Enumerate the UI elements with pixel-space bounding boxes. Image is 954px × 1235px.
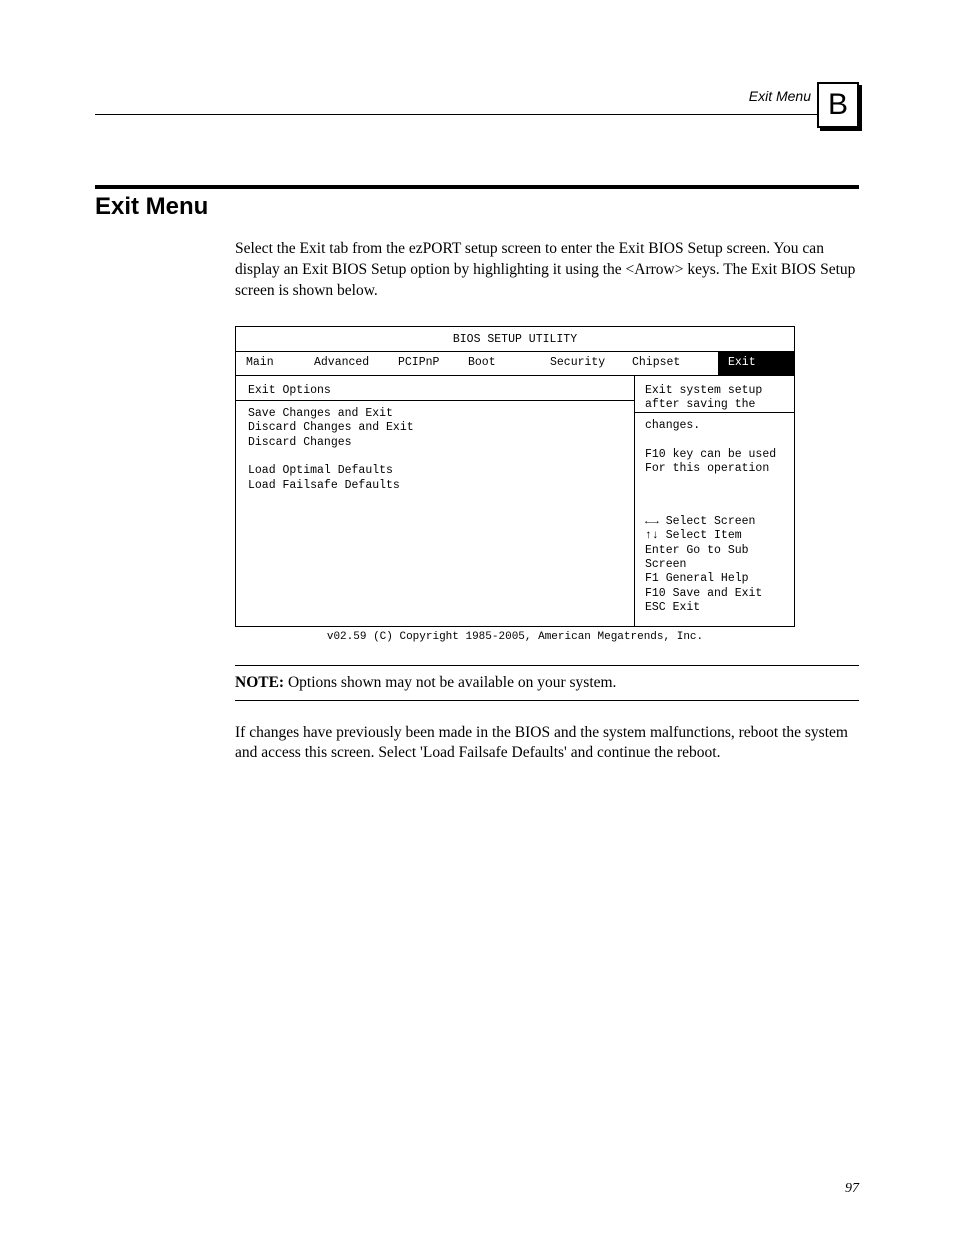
section-title: Exit Menu [95, 193, 859, 221]
nav-line-1: ←→ Select Screen [645, 515, 784, 529]
bios-nav-help: ←→ Select Screen ↑↓ Select Item Enter Go… [645, 515, 784, 616]
help-line-1: Exit system setup [645, 384, 784, 398]
bios-title: BIOS SETUP UTILITY [236, 327, 794, 352]
bios-body: Exit Options Save Changes and Exit Disca… [236, 376, 794, 626]
intro-paragraph: Select the Exit tab from the ezPORT setu… [235, 239, 859, 302]
item-save-exit: Save Changes and Exit [248, 407, 622, 421]
spacer [248, 450, 622, 464]
page-header: Exit Menu B [95, 70, 859, 115]
appendix-letter: B [828, 88, 848, 122]
bios-box: BIOS SETUP UTILITY Main Advanced PCIPnP … [235, 326, 795, 627]
help-line-2: after saving the [645, 398, 784, 412]
item-load-optimal: Load Optimal Defaults [248, 464, 622, 478]
exit-options-heading: Exit Options [248, 384, 622, 398]
bios-help-text: Exit system setup after saving the chang… [645, 384, 784, 477]
bios-copyright: v02.59 (C) Copyright 1985-2005, American… [235, 631, 795, 643]
tab-security: Security [540, 352, 622, 374]
closing-paragraph: If changes have previously been made in … [235, 723, 859, 765]
intro-text: Select the Exit tab from the ezPORT setu… [235, 239, 859, 302]
item-discard-exit: Discard Changes and Exit [248, 421, 622, 435]
nav-line-2: ↑↓ Select Item [645, 529, 784, 543]
spacer2 [645, 434, 784, 448]
running-head: Exit Menu [749, 88, 811, 114]
note-label: NOTE: [235, 674, 284, 691]
help-line-4: F10 key can be used [645, 448, 784, 462]
bios-screenshot: BIOS SETUP UTILITY Main Advanced PCIPnP … [235, 326, 795, 643]
note-text: Options shown may not be available on yo… [284, 674, 616, 691]
page: Exit Menu B Exit Menu Select the Exit ta… [0, 0, 954, 1235]
section-rule [95, 185, 859, 189]
closing-text: If changes have previously been made in … [235, 723, 859, 765]
nav-line-5: F1 General Help [645, 572, 784, 586]
nav-line-3: Enter Go to Sub [645, 544, 784, 558]
bios-right-divider [635, 412, 794, 413]
bios-tab-bar: Main Advanced PCIPnP Boot Security Chips… [236, 352, 794, 375]
tab-main: Main [236, 352, 304, 374]
tab-pcipnp: PCIPnP [388, 352, 458, 374]
item-discard: Discard Changes [248, 436, 622, 450]
item-load-failsafe: Load Failsafe Defaults [248, 479, 622, 493]
tab-boot: Boot [458, 352, 540, 374]
page-number: 97 [845, 1181, 859, 1197]
help-line-5: For this operation [645, 462, 784, 476]
help-line-3: changes. [645, 419, 784, 433]
tab-chipset: Chipset [622, 352, 718, 374]
nav-line-6: F10 Save and Exit [645, 587, 784, 601]
bios-left-divider [236, 400, 634, 401]
bios-right-pane: Exit system setup after saving the chang… [634, 376, 794, 626]
nav-line-4: Screen [645, 558, 784, 572]
tab-exit: Exit [718, 352, 794, 374]
tab-advanced: Advanced [304, 352, 388, 374]
bios-left-pane: Exit Options Save Changes and Exit Disca… [236, 376, 634, 626]
nav-line-7: ESC Exit [645, 601, 784, 615]
note-block: NOTE: Options shown may not be available… [235, 665, 859, 701]
appendix-badge: B [817, 82, 859, 128]
